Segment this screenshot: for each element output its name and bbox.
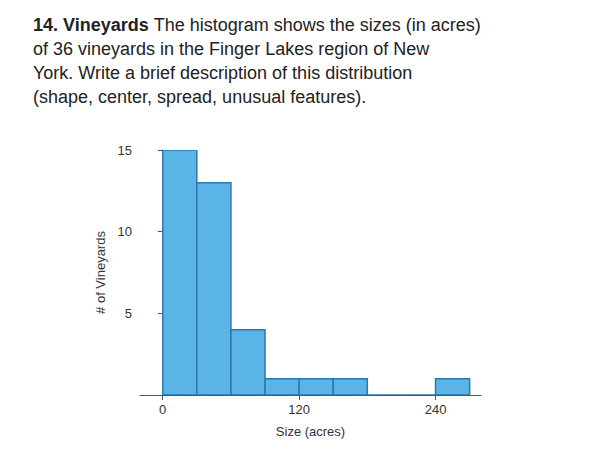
svg-text:10: 10 xyxy=(118,224,132,239)
svg-text:of 36 vineyards in the Finger: of 36 vineyards in the Finger Lakes regi… xyxy=(33,39,434,59)
svg-text:240: 240 xyxy=(425,402,447,417)
svg-text:York. Write a brief descriptio: York. Write a brief description of this … xyxy=(33,63,417,83)
svg-text:15: 15 xyxy=(118,143,132,158)
svg-text:# of Vineyards: # of Vineyards xyxy=(93,231,108,314)
svg-text:14. Vineyards: 14. Vineyards xyxy=(33,15,149,35)
svg-text:5: 5 xyxy=(125,306,132,321)
svg-text:120: 120 xyxy=(288,402,310,417)
svg-text:0: 0 xyxy=(159,402,166,417)
svg-text:(shape, center, spread, unusua: (shape, center, spread, unusual features… xyxy=(33,87,366,107)
svg-text:Size (acres): Size (acres) xyxy=(276,424,345,439)
svg-text:The histogram shows the sizes: The histogram shows the sizes (in acres) xyxy=(149,15,486,35)
